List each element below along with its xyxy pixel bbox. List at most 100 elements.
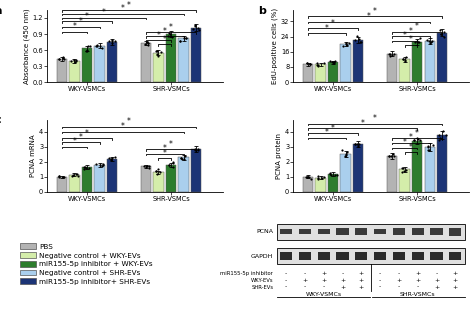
Point	[177, 38, 184, 44]
Bar	[328, 174, 338, 192]
Text: -: -	[322, 285, 325, 290]
Point	[181, 35, 188, 40]
Point	[144, 42, 152, 47]
Bar	[82, 167, 92, 192]
Bar	[166, 165, 176, 192]
Point	[165, 162, 173, 167]
Point	[80, 165, 88, 170]
Bar	[387, 54, 397, 82]
Point	[306, 61, 314, 67]
Point	[436, 132, 443, 138]
Bar	[430, 252, 443, 260]
Text: -: -	[436, 271, 438, 276]
Point	[398, 169, 405, 175]
Point	[192, 147, 200, 153]
Y-axis label: EdU-positive cells (%): EdU-positive cells (%)	[272, 8, 278, 84]
Point	[92, 161, 100, 166]
Point	[55, 175, 63, 180]
Legend: PBS, Negative control + WKY-EVs, miR155-5p inhibitor + WKY-EVs, Negative control: PBS, Negative control + WKY-EVs, miR155-…	[20, 243, 153, 285]
Text: -: -	[417, 285, 419, 290]
Bar	[57, 177, 67, 192]
Point	[105, 38, 113, 44]
Bar	[166, 34, 176, 82]
Text: +: +	[396, 278, 401, 283]
Text: *: *	[73, 137, 76, 146]
Point	[386, 53, 394, 59]
Bar	[411, 252, 424, 260]
Point	[178, 156, 185, 162]
Point	[345, 40, 353, 45]
Point	[141, 164, 148, 169]
Point	[399, 57, 407, 62]
Point	[85, 165, 92, 170]
Point	[314, 63, 322, 68]
Point	[413, 38, 420, 44]
Text: *: *	[163, 27, 167, 36]
Text: +: +	[415, 278, 420, 283]
Y-axis label: Absorbance (450 nm): Absorbance (450 nm)	[23, 8, 30, 84]
Point	[313, 62, 321, 68]
Text: *: *	[169, 140, 173, 149]
Point	[402, 55, 410, 60]
Point	[181, 154, 188, 159]
Point	[93, 44, 100, 49]
Point	[177, 156, 184, 161]
Point	[145, 164, 153, 169]
Text: *: *	[156, 31, 160, 40]
Bar	[191, 149, 201, 192]
Point	[145, 166, 153, 171]
Point	[328, 172, 335, 177]
Point	[342, 152, 350, 157]
Bar	[412, 141, 422, 192]
Point	[390, 51, 398, 56]
Point	[319, 175, 326, 180]
Bar	[337, 228, 348, 235]
Text: -: -	[304, 271, 306, 276]
Point	[67, 59, 75, 64]
Point	[74, 173, 82, 178]
Point	[320, 61, 328, 66]
Bar	[374, 252, 386, 260]
Point	[424, 147, 431, 152]
Text: *: *	[127, 1, 131, 10]
Text: -: -	[285, 278, 287, 283]
Point	[341, 154, 349, 159]
Text: *: *	[163, 35, 167, 44]
Point	[56, 173, 64, 179]
Point	[98, 163, 105, 168]
Point	[410, 137, 418, 143]
Text: +: +	[434, 278, 439, 283]
Point	[423, 38, 431, 43]
Point	[413, 135, 421, 140]
Point	[97, 43, 104, 49]
Text: -: -	[285, 285, 287, 290]
Point	[99, 162, 107, 167]
Point	[320, 175, 328, 180]
Point	[399, 166, 406, 171]
Bar	[315, 178, 326, 192]
Point	[92, 43, 100, 48]
Point	[356, 39, 364, 44]
Point	[176, 38, 184, 44]
Text: -: -	[379, 285, 381, 290]
Bar	[69, 175, 80, 192]
Point	[83, 48, 91, 54]
Text: *: *	[361, 119, 365, 128]
Bar	[178, 157, 189, 192]
Point	[99, 161, 106, 166]
Text: *: *	[121, 4, 125, 14]
Bar	[280, 229, 292, 234]
Point	[357, 39, 365, 45]
Point	[168, 34, 176, 40]
Text: *: *	[373, 114, 377, 123]
Bar	[299, 229, 311, 234]
Text: +: +	[453, 285, 458, 290]
Point	[195, 27, 202, 32]
Bar	[353, 144, 364, 192]
Bar	[437, 33, 447, 82]
Text: *: *	[402, 31, 407, 40]
Bar	[425, 147, 435, 192]
Text: b: b	[258, 6, 266, 16]
Point	[390, 154, 398, 159]
Bar	[82, 48, 92, 82]
